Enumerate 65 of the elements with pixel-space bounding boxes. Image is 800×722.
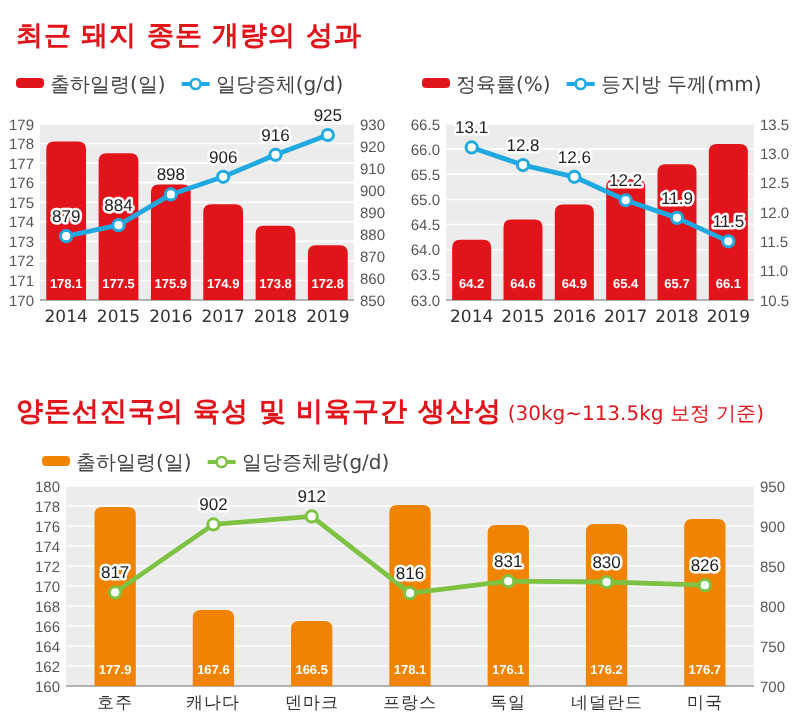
data-label: 826	[690, 555, 720, 576]
legend-label: 출하일령(일)	[76, 453, 192, 475]
x-tick-label: 2016	[149, 308, 193, 328]
data-label: 884	[104, 195, 134, 216]
data-label: 925	[313, 105, 343, 125]
point	[108, 585, 123, 600]
legend-label: 출하일령(일)	[50, 75, 166, 97]
point	[111, 218, 126, 233]
x-tick-label: 2015	[96, 308, 141, 328]
point	[402, 586, 418, 601]
data-label: 816	[395, 563, 425, 584]
legend-label: 일당증체량(g/d)	[241, 453, 390, 475]
point	[304, 509, 319, 524]
point	[268, 147, 283, 162]
data-label: 898	[156, 164, 186, 185]
x-tick-label: 미국	[686, 694, 723, 714]
point	[567, 169, 582, 184]
data-label: 11.5	[712, 211, 745, 232]
point	[721, 234, 736, 249]
x-tick-label: 호주	[97, 694, 134, 714]
point	[618, 193, 633, 208]
point	[216, 169, 231, 184]
chart-title: 최근 돼지 종돈 개량의 성과	[16, 20, 362, 52]
point	[206, 517, 221, 532]
x-tick-label: 덴마크	[284, 694, 339, 714]
point	[669, 210, 685, 225]
x-tick-label: 2017	[201, 308, 245, 328]
chart-subtitle: (30kg~113.5kg 보정 기준)	[507, 404, 765, 426]
data-label: 916	[261, 124, 291, 145]
legend-label: 일당증체(g/d)	[215, 75, 344, 97]
data-label: 12.6	[557, 146, 592, 167]
point	[515, 157, 531, 173]
x-tick-label: 2014	[450, 308, 494, 328]
x-tick-label: 프랑스	[383, 694, 437, 714]
point	[501, 574, 516, 589]
x-tick-label: 2015	[501, 308, 545, 328]
point	[464, 140, 479, 155]
x-tick-label: 캐나다	[186, 694, 241, 714]
data-label: 912	[297, 486, 327, 507]
legend-label: 등지방 두께(mm)	[600, 75, 762, 97]
data-label: 879	[51, 206, 81, 227]
x-tick-label: 네덜란드	[570, 694, 643, 714]
data-label: 906	[208, 146, 238, 167]
legend-label: 정육률(%)	[456, 75, 551, 97]
point	[320, 127, 335, 143]
x-tick-label: 2019	[306, 308, 350, 328]
data-label: 830	[592, 552, 622, 572]
point	[163, 187, 178, 202]
x-tick-label: 2016	[552, 308, 596, 328]
data-label: 13.1	[455, 117, 489, 138]
x-tick-label: 2018	[253, 308, 298, 328]
x-tick-label: 2018	[655, 308, 699, 328]
x-tick-label: 독일	[490, 694, 527, 714]
data-label: 902	[199, 494, 229, 515]
x-tick-label: 2017	[604, 308, 648, 328]
x-tick-label: 2019	[706, 308, 750, 328]
x-tick-label: 2014	[44, 308, 88, 328]
data-label: 817	[100, 562, 130, 583]
data-label: 12.8	[506, 135, 541, 156]
point	[59, 229, 74, 244]
data-label: 831	[494, 551, 524, 572]
point	[599, 574, 614, 590]
data-label: 11.9	[661, 187, 694, 208]
point	[697, 578, 712, 593]
chart-title: 양돈선진국의 육성 및 비육구간 생산성	[16, 396, 502, 428]
